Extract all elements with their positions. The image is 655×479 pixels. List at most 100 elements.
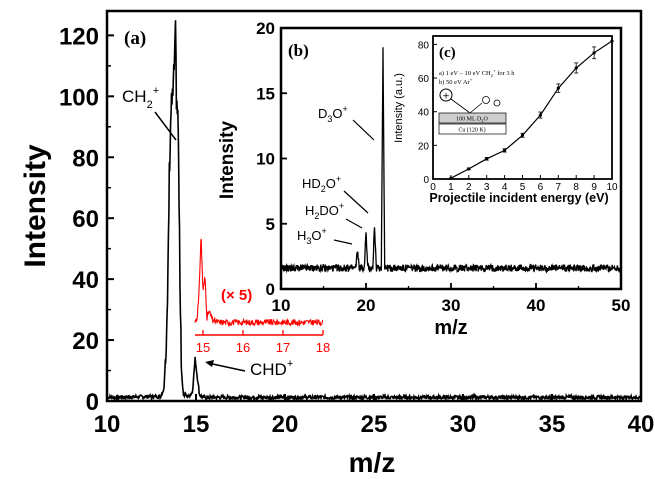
zoom-xtick-label: 18: [316, 340, 330, 355]
ice-layer-label: 100 ML D2O: [456, 117, 488, 124]
annotation-ch2-arrow: [154, 111, 177, 141]
panel-b-series-line: [280, 47, 622, 274]
panel-c-xtick-label: 6: [538, 182, 544, 193]
panel-a-ytick-label: 0: [86, 389, 99, 416]
panel-c-xtick-label: 9: [591, 182, 597, 193]
panel-a-ylabel: Intensity: [19, 144, 52, 268]
panel-a-series-line: [106, 20, 642, 403]
annotation-chd-arrowhead: [205, 360, 214, 367]
panel-b-xtick-label: 50: [612, 296, 631, 315]
panel-c-xtick-label: 1: [448, 182, 454, 193]
ice-layer: [438, 112, 507, 124]
panel-c-legend-a: a) 1 eV – 10 eV CH2+ for 3 h: [439, 68, 515, 78]
panel-a-xtick-label: 20: [272, 411, 299, 438]
annotation-hd2o-arrow: [343, 190, 369, 214]
panel-c-ytick-label: 60: [418, 74, 430, 85]
zoom-multiplier: (× 5): [221, 287, 252, 304]
annotation-h2do: H2DO+: [305, 201, 344, 221]
panel-b-ylabel: Intensity: [217, 121, 238, 200]
panel-c-xtick-label: 5: [520, 182, 526, 193]
incoming-ion-icon: [439, 88, 453, 102]
panel-b-xtick-label: 40: [527, 296, 546, 315]
panel-b-xtick-label: 10: [272, 296, 291, 315]
panel-a-ytick-label: 40: [72, 267, 99, 294]
panel-c-point: [556, 86, 560, 90]
panel-b-ytick-label: 10: [256, 150, 275, 169]
panel-a-label: (a): [124, 28, 146, 49]
annotation-ch2: CH2+: [122, 85, 159, 111]
zoom-xtick-label: 17: [276, 340, 290, 355]
panel-a-xlabel: m/z: [349, 447, 396, 478]
annotation-h3o: H3O+: [297, 226, 327, 246]
panel-b-ytick-label: 20: [256, 19, 275, 38]
panel-c-xtick-label: 10: [606, 182, 618, 193]
annotation-h3o-arrow: [333, 239, 353, 245]
panel-c-xtick-label: 4: [502, 182, 508, 193]
panel-b-label: (b): [288, 41, 309, 60]
panel-c-xlabel: Projectile incident energy (eV): [429, 191, 608, 205]
incoming-path: [450, 98, 471, 114]
panel-c-xtick-label: 7: [556, 182, 562, 193]
panel-c-point: [467, 167, 471, 171]
panel-c-point: [574, 66, 578, 70]
annotation-h2do-arrow: [345, 218, 363, 229]
panel-a-ytick-label: 120: [59, 23, 99, 50]
panel-c-ytick-label: 80: [418, 40, 430, 51]
panel-a-xtick-label: 10: [94, 411, 121, 438]
panel-c-series: [449, 39, 614, 180]
panel-c-xtick-label: 2: [466, 182, 472, 193]
panel-c-point: [538, 113, 543, 117]
panel-c-xtick-label: 0: [430, 182, 436, 193]
scattered-ion-icon-2: [493, 99, 501, 107]
panel-a-ytick-label: 20: [72, 328, 99, 355]
zoom-xtick-label: 16: [236, 340, 250, 355]
panel-b-ytick-label: 5: [266, 215, 275, 234]
zoom-inset: 15 16 17 18: [194, 238, 330, 355]
panel-b-xlabel: m/z: [434, 317, 467, 339]
panel-c-point: [610, 39, 614, 43]
panel-b-xtick-label: 30: [442, 296, 461, 315]
panel-a-xtick-label: 25: [361, 411, 388, 438]
annotation-d3o-arrow: [352, 119, 375, 141]
panel-c-legend-b: b) 50 eV Ar+: [439, 77, 473, 86]
zoom-xtick-label: 15: [196, 340, 210, 355]
panel-c-point: [520, 133, 525, 137]
annotation-chd-arrow: [207, 362, 246, 372]
panel-c-ylabel: Intensity (a.u.): [393, 73, 405, 143]
panel-c-point: [485, 157, 489, 161]
annotation-chd: CHD+: [250, 358, 293, 379]
substrate-label: Cu (120 K): [458, 127, 485, 134]
zoom-series-line: [194, 238, 324, 327]
substrate: [438, 123, 507, 135]
panel-a-xtick-label: 15: [183, 411, 210, 438]
panel-c-ytick-label: 40: [418, 108, 430, 119]
panel-a-ytick-label: 60: [72, 206, 99, 233]
panel-b-ytick-label: 15: [256, 84, 275, 103]
panel-a-ytick-label: 100: [59, 84, 99, 111]
annotation-hd2o: HD2O+: [302, 174, 341, 194]
panel-c-ticks: 0 1 2 3 4 5 6 7 8 9 10 0 20 40 60 80: [418, 40, 618, 193]
panel-c-point: [503, 148, 507, 152]
scattered-ion-icon-1: [482, 96, 490, 104]
panel-b-series: [280, 47, 622, 274]
panel-c-xtick-label: 3: [484, 182, 490, 193]
panel-c-point: [592, 51, 596, 55]
panel-a-series: [106, 20, 642, 403]
incoming-ion-plus-icon: +: [442, 92, 450, 102]
panel-a-ytick-label: 80: [72, 145, 99, 172]
panel-c-frame: [432, 35, 613, 180]
panel-b-xtick-label: 20: [357, 296, 376, 315]
panel-a-xtick-label: 30: [450, 411, 477, 438]
panel-c-ytick-label: 0: [423, 175, 429, 186]
panel-a-xtick-label: 40: [628, 411, 655, 438]
panel-a-xtick-label: 35: [539, 411, 566, 438]
schematic: + 100 ML D2O Cu (120 K): [438, 88, 507, 135]
panel-c-series-line: [450, 40, 613, 179]
panel-c-point: [449, 176, 453, 180]
panel-c-ytick-label: 20: [418, 141, 430, 152]
panel-c-label: (c): [439, 45, 456, 61]
annotation-d3o: D3O+: [318, 104, 348, 124]
